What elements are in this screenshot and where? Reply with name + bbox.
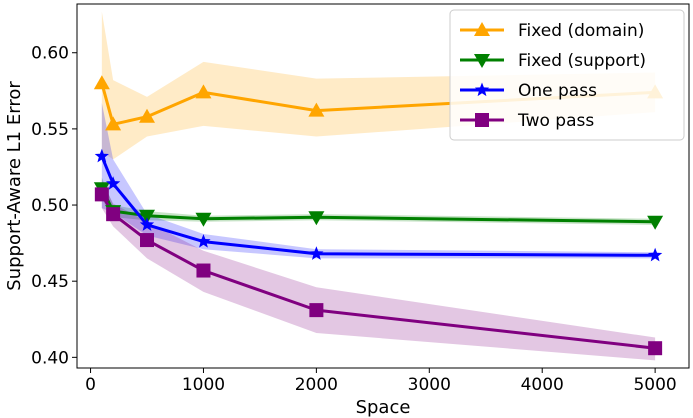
one-pass-legend-marker — [474, 82, 490, 97]
x-tick-label: 4000 — [521, 375, 564, 395]
one-pass-point — [309, 246, 324, 260]
two-pass-point — [94, 187, 109, 202]
legend-label: Fixed (domain) — [518, 21, 644, 41]
two-pass-band — [101, 180, 656, 361]
y-tick-label: 0.55 — [31, 120, 69, 140]
y-axis-ticks: 0.40 0.45 0.50 0.55 0.60 — [31, 44, 77, 368]
fixed-support-line — [100, 187, 656, 224]
x-axis-ticks: 0 1000 2000 3000 4000 5000 — [85, 368, 677, 395]
plot-area-frame — [76, 3, 690, 369]
one-pass-point — [94, 148, 109, 163]
one-pass-point — [647, 247, 663, 262]
one-pass-line — [100, 155, 656, 257]
fixed-domain-band — [101, 11, 656, 160]
legend-label: Fixed (support) — [518, 51, 646, 71]
fixed-domain-point — [139, 108, 156, 123]
fixed-domain-point — [105, 116, 122, 131]
two-pass-point — [648, 341, 663, 356]
x-tick-label: 5000 — [633, 375, 676, 395]
x-tick-label: 3000 — [408, 375, 451, 395]
legend-label: One pass — [518, 81, 597, 101]
fixed-support-point — [195, 212, 212, 227]
legend-box — [449, 9, 685, 141]
y-tick-label: 0.45 — [31, 272, 69, 292]
fixed-domain-point — [195, 84, 212, 99]
fixed-domain-point — [308, 102, 325, 117]
fixed-support-point — [647, 215, 664, 230]
fixed-domain-point — [93, 75, 110, 90]
two-pass-legend-marker — [475, 113, 489, 127]
fixed-domain-legend-marker — [474, 22, 490, 36]
legend: Fixed (domain) Fixed (support) One pass Two… — [449, 9, 685, 141]
one-pass-point — [139, 217, 155, 231]
y-tick-label: 0.50 — [31, 196, 69, 216]
x-tick-label: 0 — [85, 375, 96, 395]
fixed-support-point — [139, 209, 156, 224]
two-pass-point — [309, 303, 324, 318]
x-axis-label: Space — [356, 397, 411, 418]
y-tick-label: 0.60 — [31, 44, 69, 64]
x-tick-label: 1000 — [182, 375, 225, 395]
fixed-support-legend-marker — [474, 54, 490, 68]
two-pass-point — [196, 263, 211, 278]
two-pass-point — [106, 207, 121, 222]
y-axis-label: Support-Aware L1 Error — [4, 81, 25, 291]
y-tick-label: 0.40 — [31, 348, 69, 368]
fixed-domain-line — [100, 82, 656, 126]
legend-label: Two pass — [517, 111, 594, 131]
two-pass-point — [140, 233, 155, 248]
fixed-support-point — [308, 211, 325, 226]
one-pass-point — [106, 176, 121, 190]
one-pass-point — [196, 234, 211, 248]
x-tick-label: 2000 — [295, 375, 338, 395]
